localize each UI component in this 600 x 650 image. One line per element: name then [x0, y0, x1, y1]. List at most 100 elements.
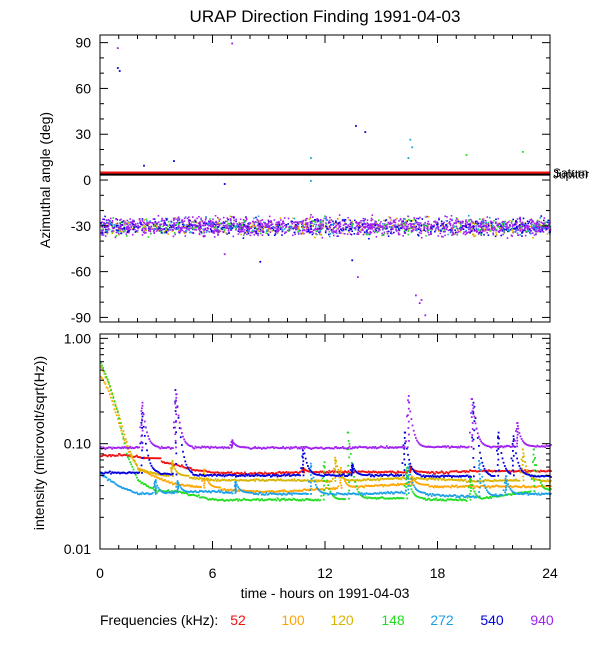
intensity-point-52: [445, 471, 448, 473]
intensity-point-120: [318, 480, 321, 483]
intensity-point-148: [222, 499, 225, 502]
azimuth-point: [543, 219, 545, 222]
intensity-point-52: [425, 471, 427, 473]
intensity-point-272: [275, 493, 278, 495]
intensity-point-52: [417, 470, 420, 473]
azimuth-point: [239, 218, 242, 221]
intensity-point-100: [505, 485, 507, 488]
intensity-point-100: [326, 487, 328, 489]
intensity-point-148: [348, 442, 351, 445]
intensity-point-120: [530, 476, 533, 479]
azimuth-point: [211, 226, 213, 228]
azimuth-point: [502, 233, 504, 236]
intensity-point-148: [165, 490, 168, 493]
azimuth-point: [379, 223, 381, 225]
azimuth-point: [447, 229, 450, 232]
azimuth-point: [509, 224, 511, 226]
intensity-point-120: [141, 469, 144, 472]
azimuth-point: [371, 228, 373, 230]
intensity-point-120: [140, 469, 143, 472]
azimuth-point: [436, 227, 439, 229]
intensity-point-272: [381, 492, 384, 495]
intensity-point-52: [433, 472, 435, 475]
azimuth-point: [465, 226, 468, 229]
azimuth-point: [265, 226, 267, 228]
azimuth-point: [411, 219, 414, 222]
azimuth-point: [442, 227, 444, 230]
intensity-point-120: [507, 479, 509, 482]
intensity-point-52: [346, 471, 349, 474]
intensity-point-52: [295, 471, 298, 473]
intensity-point-100: [541, 485, 543, 488]
intensity-point-272: [284, 493, 287, 496]
intensity-point-100: [109, 393, 111, 396]
azimuth-point: [188, 216, 190, 218]
intensity-point-272: [451, 495, 453, 498]
intensity-point-120: [483, 479, 486, 482]
azimuth-point: [401, 226, 403, 229]
azimuth-point: [230, 221, 232, 224]
azimuth-point: [236, 223, 238, 225]
intensity-point-148: [402, 497, 405, 500]
azimuth-point: [100, 231, 103, 234]
azimuth-point: [308, 218, 311, 221]
intensity-point-272: [318, 489, 321, 492]
azimuth-point: [189, 227, 191, 230]
azimuth-point: [235, 218, 237, 221]
azimuth-point: [190, 223, 192, 225]
intensity-point-52: [457, 471, 460, 473]
intensity-point-100: [449, 486, 452, 489]
intensity-point-272: [463, 496, 466, 499]
intensity-spike-point-148: [469, 481, 471, 483]
azimuth-point: [228, 232, 230, 234]
azimuth-point: [392, 221, 395, 223]
intensity-point-52: [101, 455, 103, 457]
azimuth-point: [183, 220, 186, 222]
intensity-point-272: [145, 492, 147, 495]
azimuth-point: [501, 223, 504, 225]
intensity-point-120: [421, 477, 424, 480]
azimuth-point: [371, 223, 374, 226]
intensity-point-148: [445, 499, 448, 502]
intensity-point-120: [379, 478, 381, 481]
intensity-point-100: [358, 485, 361, 488]
intensity-point-272: [222, 491, 225, 494]
azimuth-point: [437, 228, 440, 231]
intensity-point-272: [415, 488, 417, 490]
intensity-point-52: [422, 471, 425, 473]
azimuth-point: [149, 228, 152, 231]
intensity-point-272: [110, 480, 112, 483]
intensity-point-272: [213, 490, 216, 492]
azimuth-point: [336, 227, 338, 230]
intensity-point-52: [114, 455, 117, 457]
intensity-point-272: [352, 492, 354, 495]
intensity-spike-point-148: [347, 464, 350, 467]
intensity-point-272: [443, 494, 445, 497]
intensity-point-540: [111, 471, 114, 474]
azimuth-point: [363, 223, 365, 226]
intensity-point-52: [524, 469, 526, 471]
intensity-point-100: [294, 489, 297, 492]
intensity-point-272: [301, 493, 304, 495]
intensity-point-272: [137, 493, 139, 495]
intensity-point-272: [546, 493, 549, 495]
azimuth-point: [492, 233, 495, 236]
intensity-point-52: [501, 470, 504, 472]
azimuth-point: [346, 226, 348, 229]
azimuth-point: [528, 225, 531, 228]
azimuth-point: [488, 225, 490, 227]
azimuth-point: [142, 231, 145, 233]
intensity-point-148: [475, 494, 478, 497]
azimuth-point: [103, 222, 106, 224]
intensity-point-148: [182, 491, 184, 494]
azimuth-point: [127, 225, 130, 227]
intensity-point-120: [344, 478, 346, 481]
intensity-spike-point-272: [479, 482, 482, 484]
azimuth-point: [294, 233, 296, 236]
azimuth-y-tick-label: 0: [83, 172, 91, 188]
intensity-point-148: [530, 478, 533, 481]
intensity-point-120: [221, 478, 224, 481]
azimuth-point: [325, 223, 328, 225]
intensity-point-52: [191, 469, 193, 471]
azimuth-point: [455, 221, 458, 224]
